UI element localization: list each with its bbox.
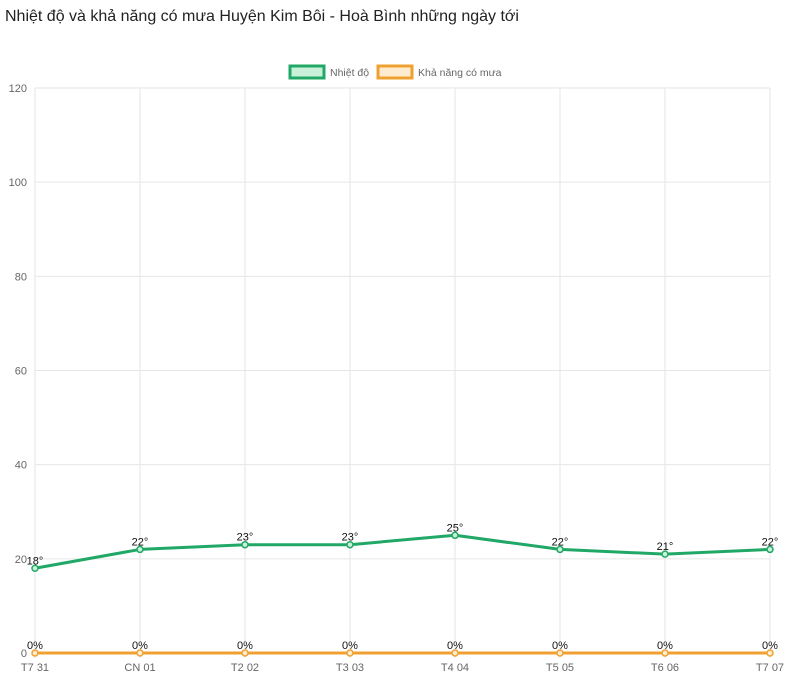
data-labels: 18° 22° 23° 23° 25° 22° 21° 22° 0% 0% 0% 0% 0% 0% 0% 0% [27, 522, 779, 652]
y-tick-label: 20 [15, 554, 27, 566]
legend-item-temperature[interactable]: Nhiệt độ [288, 64, 369, 80]
legend-item-rain-chance[interactable]: Khả năng có mưa [376, 64, 502, 80]
data-point-temperature[interactable] [241, 540, 249, 549]
data-point-temperature[interactable] [31, 564, 39, 572]
data-label-temperature: 23° [342, 532, 359, 544]
data-point-temperature[interactable] [766, 545, 774, 554]
data-label-temperature: 18° [27, 555, 44, 567]
data-label-rain-chance: 0% [762, 640, 778, 652]
y-tick-label: 120 [9, 83, 27, 95]
data-point-rain-chance[interactable] [346, 649, 354, 657]
x-tick-label: CN 01 [124, 662, 155, 674]
x-tick-label: T3 03 [336, 662, 364, 674]
legend-swatch-temperature [288, 64, 326, 80]
series-lines [33, 533, 772, 655]
data-label-temperature: 21° [657, 541, 674, 553]
data-point-rain-chance[interactable] [31, 649, 39, 657]
x-tick-label: T7 31 [21, 662, 49, 674]
data-point-rain-chance[interactable] [136, 649, 144, 657]
x-tick-label: T6 06 [651, 662, 679, 674]
data-label-rain-chance: 0% [657, 640, 673, 652]
data-point-temperature[interactable] [556, 545, 564, 554]
x-tick-label: T7 07 [756, 662, 784, 674]
y-tick-label: 100 [9, 177, 27, 189]
x-tick-label: T2 02 [231, 662, 259, 674]
data-label-temperature: 25° [447, 522, 464, 534]
y-tick-label: 60 [15, 366, 27, 378]
data-point-rain-chance[interactable] [556, 649, 564, 657]
y-tick-label: 0 [21, 648, 27, 660]
data-label-temperature: 22° [762, 536, 779, 548]
data-label-temperature: 23° [237, 532, 254, 544]
page-title: Nhiệt độ và khả năng có mưa Huyện Kim Bô… [5, 8, 519, 25]
data-point-rain-chance[interactable] [241, 649, 249, 657]
data-label-rain-chance: 0% [447, 640, 463, 652]
data-point-rain-chance[interactable] [451, 649, 459, 657]
x-tick-label: T5 05 [546, 662, 574, 674]
data-label-temperature: 22° [132, 536, 149, 548]
data-label-rain-chance: 0% [552, 640, 568, 652]
legend: Nhiệt độ Khả năng có mưa [288, 64, 502, 80]
data-point-temperature[interactable] [451, 531, 459, 540]
series-line-temperature [33, 533, 772, 570]
data-point-temperature[interactable] [136, 545, 144, 554]
legend-label-temperature: Nhiệt độ [330, 67, 369, 79]
y-axis: 0 20 40 60 80 100 120 [9, 83, 27, 660]
legend-swatch-rain-chance [376, 64, 414, 80]
data-points [31, 531, 774, 657]
chart-grid [34, 87, 771, 658]
data-label-rain-chance: 0% [132, 640, 148, 652]
data-label-temperature: 22° [552, 536, 569, 548]
y-tick-label: 40 [15, 460, 27, 472]
data-point-rain-chance[interactable] [766, 649, 774, 657]
x-axis: T7 31 CN 01 T2 02 T3 03 T4 04 T5 05 T6 06 T7 07 [21, 662, 784, 674]
y-tick-label: 80 [15, 271, 27, 283]
data-label-rain-chance: 0% [27, 640, 43, 652]
data-point-temperature[interactable] [661, 550, 669, 558]
data-point-temperature[interactable] [346, 540, 354, 549]
data-label-rain-chance: 0% [342, 640, 358, 652]
x-tick-label: T4 04 [441, 662, 469, 674]
data-label-rain-chance: 0% [237, 640, 253, 652]
legend-label-rain-chance: Khả năng có mưa [418, 67, 502, 79]
data-point-rain-chance[interactable] [661, 649, 669, 657]
